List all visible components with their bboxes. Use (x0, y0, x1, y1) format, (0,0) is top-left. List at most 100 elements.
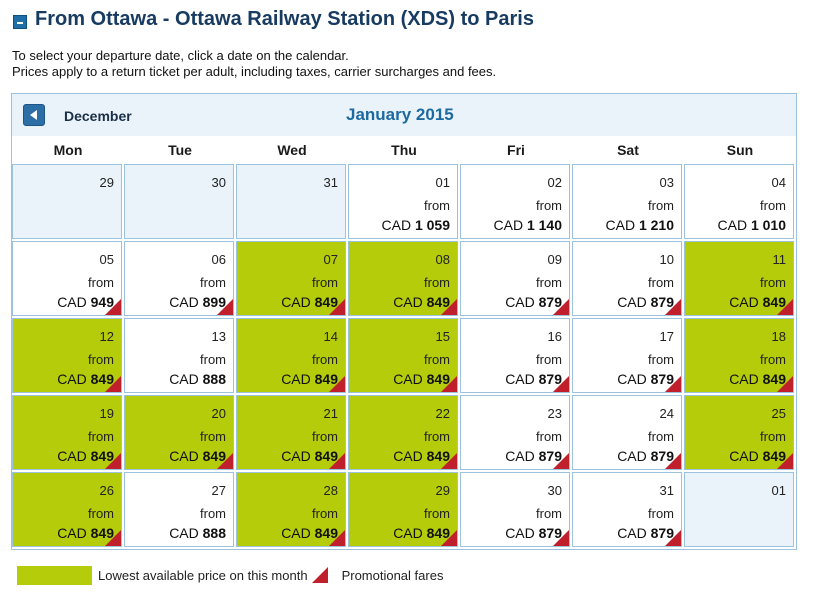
price-amount: 1 210 (638, 217, 674, 233)
promo-fare-icon (777, 453, 793, 469)
calendar-day[interactable]: 17 from CAD 879 (572, 318, 682, 393)
calendar-day[interactable]: 09 from CAD 879 (460, 241, 570, 316)
promo-fare-icon (553, 376, 569, 392)
day-number: 09 (547, 252, 562, 267)
calendar-day[interactable]: 07 from CAD 849 (236, 241, 346, 316)
calendar-day[interactable]: 16 from CAD 879 (460, 318, 570, 393)
calendar-day[interactable]: 14 from CAD 849 (236, 318, 346, 393)
promo-fare-icon (553, 453, 569, 469)
currency-code: CAD (57, 525, 87, 541)
promo-fare-icon (105, 530, 121, 546)
calendar-day[interactable]: 12 from CAD 849 (12, 318, 122, 393)
previous-month-link[interactable]: December (64, 108, 132, 124)
from-label: from (536, 275, 562, 290)
day-number: 07 (323, 252, 338, 267)
collapse-icon[interactable] (13, 14, 27, 29)
from-label: from (200, 352, 226, 367)
calendar-day[interactable]: 04 from CAD 1 010 (684, 164, 794, 239)
day-number: 30 (211, 175, 226, 190)
promo-fare-icon (777, 299, 793, 315)
calendar-day[interactable]: 02 from CAD 1 140 (460, 164, 570, 239)
promo-fare-icon (665, 453, 681, 469)
currency-code: CAD (729, 448, 759, 464)
calendar-day[interactable]: 27 from CAD 888 (124, 472, 234, 547)
price-amount: 1 010 (750, 217, 786, 233)
currency-code: CAD (281, 448, 311, 464)
instructions: To select your departure date, click a d… (12, 48, 496, 80)
day-number: 17 (659, 329, 674, 344)
day-number: 01 (435, 175, 450, 190)
calendar-day[interactable]: 30 from CAD 879 (460, 472, 570, 547)
calendar-day[interactable]: 01 from CAD 1 059 (348, 164, 458, 239)
calendar-day[interactable]: 29 from CAD 849 (348, 472, 458, 547)
day-number: 10 (659, 252, 674, 267)
from-label: from (424, 429, 450, 444)
calendar-day[interactable]: 10 from CAD 879 (572, 241, 682, 316)
promo-fare-icon (553, 299, 569, 315)
promo-fare-icon (311, 567, 328, 583)
weekday-header: Fri (507, 142, 525, 158)
calendar-day[interactable]: 31 from CAD 879 (572, 472, 682, 547)
currency-code: CAD (169, 525, 199, 541)
calendar-day[interactable]: 25 from CAD 849 (684, 395, 794, 470)
day-number: 11 (772, 252, 787, 267)
currency-code: CAD (57, 294, 87, 310)
legend-promo-label: Promotional fares (341, 567, 444, 583)
currency-code: CAD (169, 371, 199, 387)
from-label: from (88, 275, 114, 290)
calendar-day[interactable]: 26 from CAD 849 (12, 472, 122, 547)
calendar-day[interactable]: 23 from CAD 879 (460, 395, 570, 470)
calendar-day[interactable]: 22 from CAD 849 (348, 395, 458, 470)
calendar-day[interactable]: 03 from CAD 1 210 (572, 164, 682, 239)
calendar-day[interactable]: 28 from CAD 849 (236, 472, 346, 547)
calendar-day[interactable]: 15 from CAD 849 (348, 318, 458, 393)
currency-code: CAD (729, 294, 759, 310)
legend: Lowest available price on this month Pro… (17, 565, 443, 585)
day-number: 24 (659, 406, 674, 421)
day-number: 01 (771, 483, 786, 498)
price-amount: 1 059 (414, 217, 450, 233)
legend-lowest-label: Lowest available price on this month (98, 567, 308, 583)
calendar-day[interactable]: 13 from CAD 888 (124, 318, 234, 393)
calendar-day[interactable]: 06 from CAD 899 (124, 241, 234, 316)
page-title: From Ottawa - Ottawa Railway Station (XD… (35, 8, 534, 30)
promo-fare-icon (441, 453, 457, 469)
day-price: CAD 1 140 (494, 217, 563, 233)
weekday-header: Thu (391, 142, 417, 158)
from-label: from (536, 429, 562, 444)
promo-fare-icon (441, 299, 457, 315)
promo-fare-icon (329, 299, 345, 315)
from-label: from (312, 275, 338, 290)
month-title: January 2015 (346, 105, 454, 124)
currency-code: CAD (617, 371, 647, 387)
calendar-day[interactable]: 20 from CAD 849 (124, 395, 234, 470)
calendar-day[interactable]: 19 from CAD 849 (12, 395, 122, 470)
from-label: from (760, 275, 786, 290)
from-label: from (648, 429, 674, 444)
day-number: 14 (323, 329, 338, 344)
weekday-header: Tue (168, 142, 192, 158)
day-number: 25 (771, 406, 786, 421)
promo-fare-icon (441, 530, 457, 546)
from-label: from (536, 352, 562, 367)
currency-code: CAD (57, 371, 87, 387)
calendar-day[interactable]: 11 from CAD 849 (684, 241, 794, 316)
calendar-day[interactable]: 21 from CAD 849 (236, 395, 346, 470)
page-header: From Ottawa - Ottawa Railway Station (XD… (13, 8, 534, 31)
calendar-day[interactable]: 18 from CAD 849 (684, 318, 794, 393)
calendar-day[interactable]: 08 from CAD 849 (348, 241, 458, 316)
promo-fare-icon (217, 299, 233, 315)
instruction-line-2: Prices apply to a return ticket per adul… (12, 64, 497, 79)
day-price: CAD 1 059 (382, 217, 451, 233)
from-label: from (424, 198, 450, 213)
instruction-line-1: To select your departure date, click a d… (12, 48, 349, 63)
currency-code: CAD (617, 525, 647, 541)
previous-month-icon[interactable] (23, 104, 45, 126)
calendar-day[interactable]: 24 from CAD 879 (572, 395, 682, 470)
day-number: 13 (211, 329, 226, 344)
from-label: from (88, 429, 114, 444)
promo-fare-icon (665, 299, 681, 315)
calendar-day[interactable]: 05 from CAD 949 (12, 241, 122, 316)
currency-code: CAD (393, 525, 423, 541)
currency-code: CAD (393, 371, 423, 387)
